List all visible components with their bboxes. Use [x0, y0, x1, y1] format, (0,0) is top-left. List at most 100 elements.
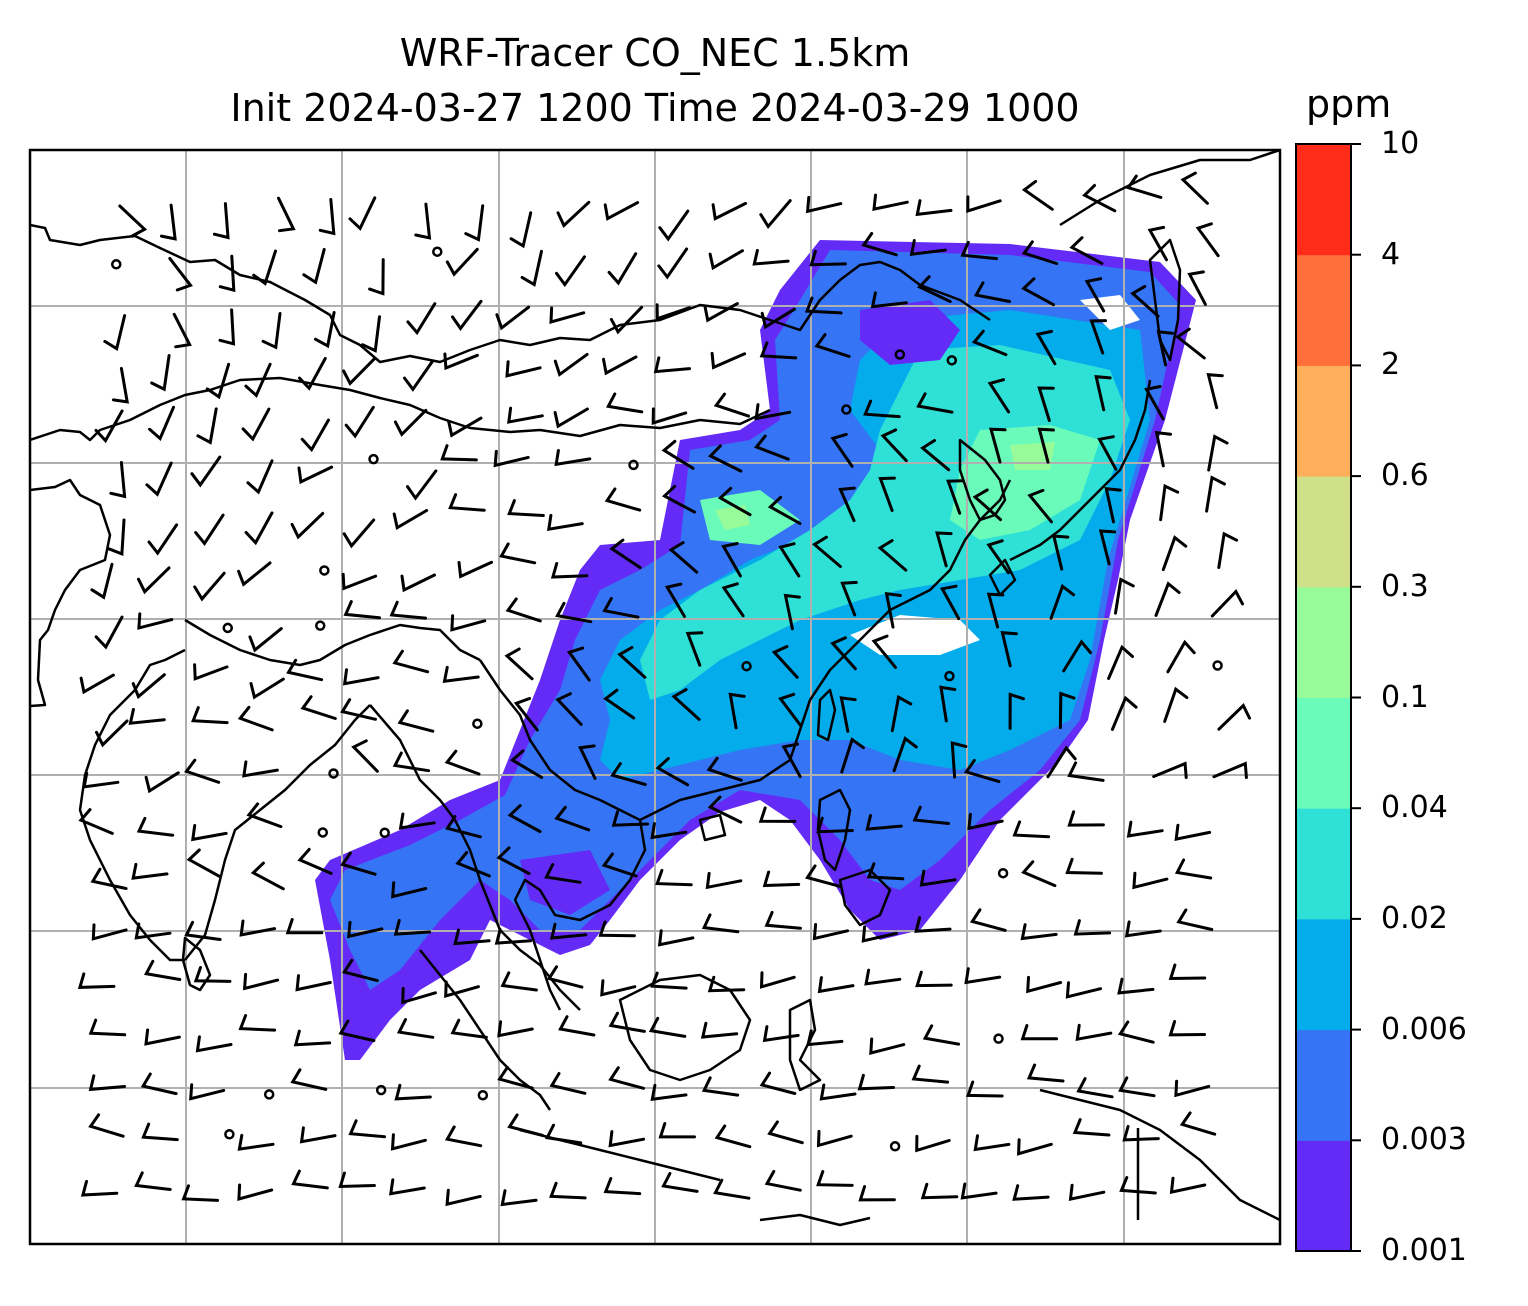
- wind-barb: [137, 566, 171, 595]
- wind-barb: [1117, 1020, 1155, 1044]
- wind-barb: [764, 1169, 802, 1192]
- wind-barb: [1130, 284, 1160, 318]
- wind-barb: [554, 449, 592, 467]
- wind-barb-calm: [741, 660, 752, 672]
- wind-barb: [963, 758, 1001, 784]
- wind-barb: [816, 1170, 854, 1187]
- wind-barb: [892, 736, 918, 773]
- wind-barb: [239, 919, 277, 937]
- wind-barb: [655, 868, 693, 887]
- colorbar-tick-label: 0.3: [1381, 568, 1429, 604]
- wind-barb: [191, 824, 228, 842]
- wind-barb: [414, 202, 432, 240]
- wind-barb: [128, 708, 166, 725]
- wind-barb: [507, 804, 542, 833]
- wind-barb: [554, 805, 591, 832]
- wind-barb: [159, 203, 177, 241]
- wind-barb-calm: [841, 404, 852, 415]
- wind-barb: [1021, 277, 1055, 307]
- wind-barb: [88, 1113, 125, 1138]
- wind-barb: [513, 697, 539, 732]
- wind-barb: [1076, 1077, 1114, 1099]
- wind-barb: [298, 356, 327, 391]
- wind-barb: [343, 600, 381, 620]
- wind-barb: [285, 918, 324, 935]
- wind-barb: [987, 378, 1011, 414]
- wind-barb: [966, 195, 1002, 213]
- graticule: [30, 150, 1280, 1244]
- himalaya-border: [184, 618, 481, 667]
- wind-barb: [578, 744, 597, 780]
- colorbar-tick-label: 0.6: [1381, 458, 1429, 494]
- wind-barb: [705, 871, 743, 890]
- wind-barb: [172, 312, 192, 349]
- wind-barb: [544, 1123, 583, 1145]
- wind-barb: [871, 634, 897, 669]
- wind-barb: [864, 968, 902, 986]
- wind-barb-calm: [314, 620, 326, 631]
- wind-barb: [1012, 1184, 1050, 1201]
- wind-barb: [340, 851, 377, 876]
- wind-barb: [816, 1129, 853, 1148]
- wind-barb: [706, 756, 743, 782]
- wind-barb: [237, 561, 272, 587]
- wind-barb: [1125, 174, 1163, 199]
- colorbar-tick-label: 2: [1381, 347, 1401, 383]
- wind-barb: [967, 812, 1004, 831]
- wind-barb: [661, 439, 695, 470]
- wind-barb: [348, 196, 377, 231]
- wind-barb: [549, 306, 586, 325]
- wind-barb: [805, 864, 842, 888]
- wind-barb: [603, 201, 640, 221]
- colorbar-unit: ppm: [1306, 82, 1392, 126]
- wind-barb: [1154, 581, 1181, 617]
- wind-barb: [88, 1018, 127, 1037]
- wind-barb: [361, 315, 381, 353]
- wind-barb: [500, 1189, 538, 1207]
- wind-barb: [1168, 1020, 1206, 1037]
- wind-barb: [300, 695, 337, 720]
- wind-barb: [764, 910, 802, 930]
- wind-barb: [600, 979, 637, 997]
- wind-barb: [406, 469, 438, 501]
- wind-barb: [445, 247, 479, 277]
- wind-barb: [341, 958, 379, 983]
- wind-barb: [650, 1083, 688, 1101]
- wind-barb: [1217, 531, 1239, 569]
- wind-barb: [134, 1171, 172, 1191]
- wind-barb: [972, 488, 1002, 522]
- wind-barb: [1069, 236, 1104, 265]
- wind-barb: [1122, 1124, 1160, 1142]
- wind-barb: [966, 1080, 1004, 1098]
- wind-barb: [442, 665, 480, 683]
- wind-barb: [809, 249, 847, 267]
- wind-barb: [450, 1018, 488, 1039]
- wind-barb: [109, 461, 127, 499]
- wind-barb: [648, 1016, 687, 1038]
- philippines-luzon: [816, 788, 852, 872]
- wind-barb: [611, 810, 650, 827]
- wind-barb: [707, 795, 743, 824]
- wind-barb: [277, 196, 296, 233]
- wind-barb: [909, 239, 947, 256]
- wind-barb: [445, 1188, 482, 1207]
- wind-barb: [144, 1028, 181, 1046]
- wind-barb: [914, 916, 952, 933]
- wind-barb: [390, 1133, 427, 1151]
- wind-barb: [444, 749, 481, 776]
- wind-barb: [507, 1113, 544, 1137]
- wind-barb: [878, 476, 896, 512]
- colorbar: [1296, 143, 1361, 1252]
- wind-barb: [840, 580, 858, 617]
- wind-barb: [237, 1183, 274, 1201]
- wind-barb: [131, 862, 169, 880]
- wind-barb: [566, 646, 591, 682]
- wind-barb: [1176, 908, 1214, 931]
- wind-barb: [91, 923, 128, 941]
- wind-barb: [549, 1181, 587, 1200]
- wind-barb: [450, 614, 487, 632]
- wind-barb: [617, 646, 647, 679]
- wind-barb: [291, 1169, 329, 1190]
- wind-barb: [94, 409, 124, 444]
- wind-barb: [760, 307, 796, 330]
